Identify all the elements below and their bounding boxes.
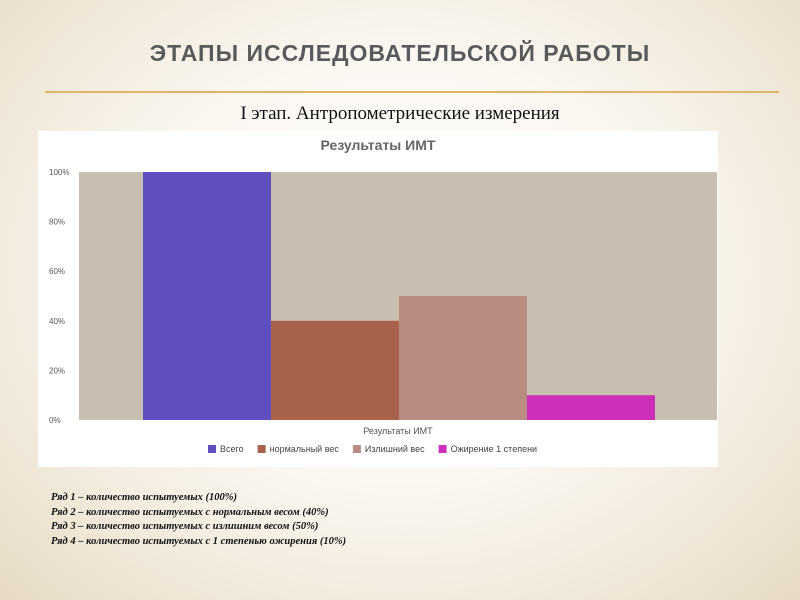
legend-label: нормальный вес [270, 444, 340, 454]
x-axis-label: Результаты ИМТ [363, 426, 433, 436]
legend-swatch [257, 445, 266, 453]
legend-label: Излишний вес [365, 444, 425, 454]
legend-swatch [208, 445, 216, 453]
legend-swatch [438, 445, 447, 453]
y-tick-label: 100% [49, 168, 69, 177]
note-row-4: Ряд 4 – количество испытуемых с 1 степен… [51, 535, 347, 547]
bar-2 [271, 320, 399, 420]
y-tick-label: 80% [49, 218, 65, 227]
series-notes: Ряд 1 – количество испытуемых (100%) Ряд… [51, 491, 751, 549]
y-tick-label: 20% [49, 366, 65, 375]
note-row-2: Ряд 2 – количество испытуемых с нормальн… [51, 506, 329, 518]
legend-swatch [352, 445, 361, 453]
bar-4 [527, 395, 655, 420]
y-tick-label: 40% [49, 317, 65, 326]
slide-title: ЭТАПЫ ИССЛЕДОВАТЕЛЬСКОЙ РАБОТЫ [149, 40, 651, 66]
note-row-1: Ряд 1 – количество испытуемых (100%) [51, 492, 238, 503]
slide-subtitle: I этап. Антропометрические измерения [240, 103, 560, 124]
y-tick-label: 60% [49, 267, 65, 276]
legend-label: Ожирение 1 степени [451, 444, 537, 454]
bar-1 [143, 172, 271, 420]
title-divider [45, 91, 779, 93]
legend-label: Всего [220, 444, 244, 454]
bmi-chart: Результаты ИМТ 0% 20% 40% 60% 80% 100% Резуль… [38, 131, 718, 467]
y-tick-label: 0% [49, 416, 61, 425]
chart-title: Результаты ИМТ [321, 137, 436, 153]
chart-svg: Результаты ИМТ 0% 20% 40% 60% 80% 100% Резуль… [49, 137, 717, 454]
note-row-3: Ряд 3 – количество испытуемых с излишним… [51, 521, 319, 533]
bar-3 [399, 296, 527, 420]
